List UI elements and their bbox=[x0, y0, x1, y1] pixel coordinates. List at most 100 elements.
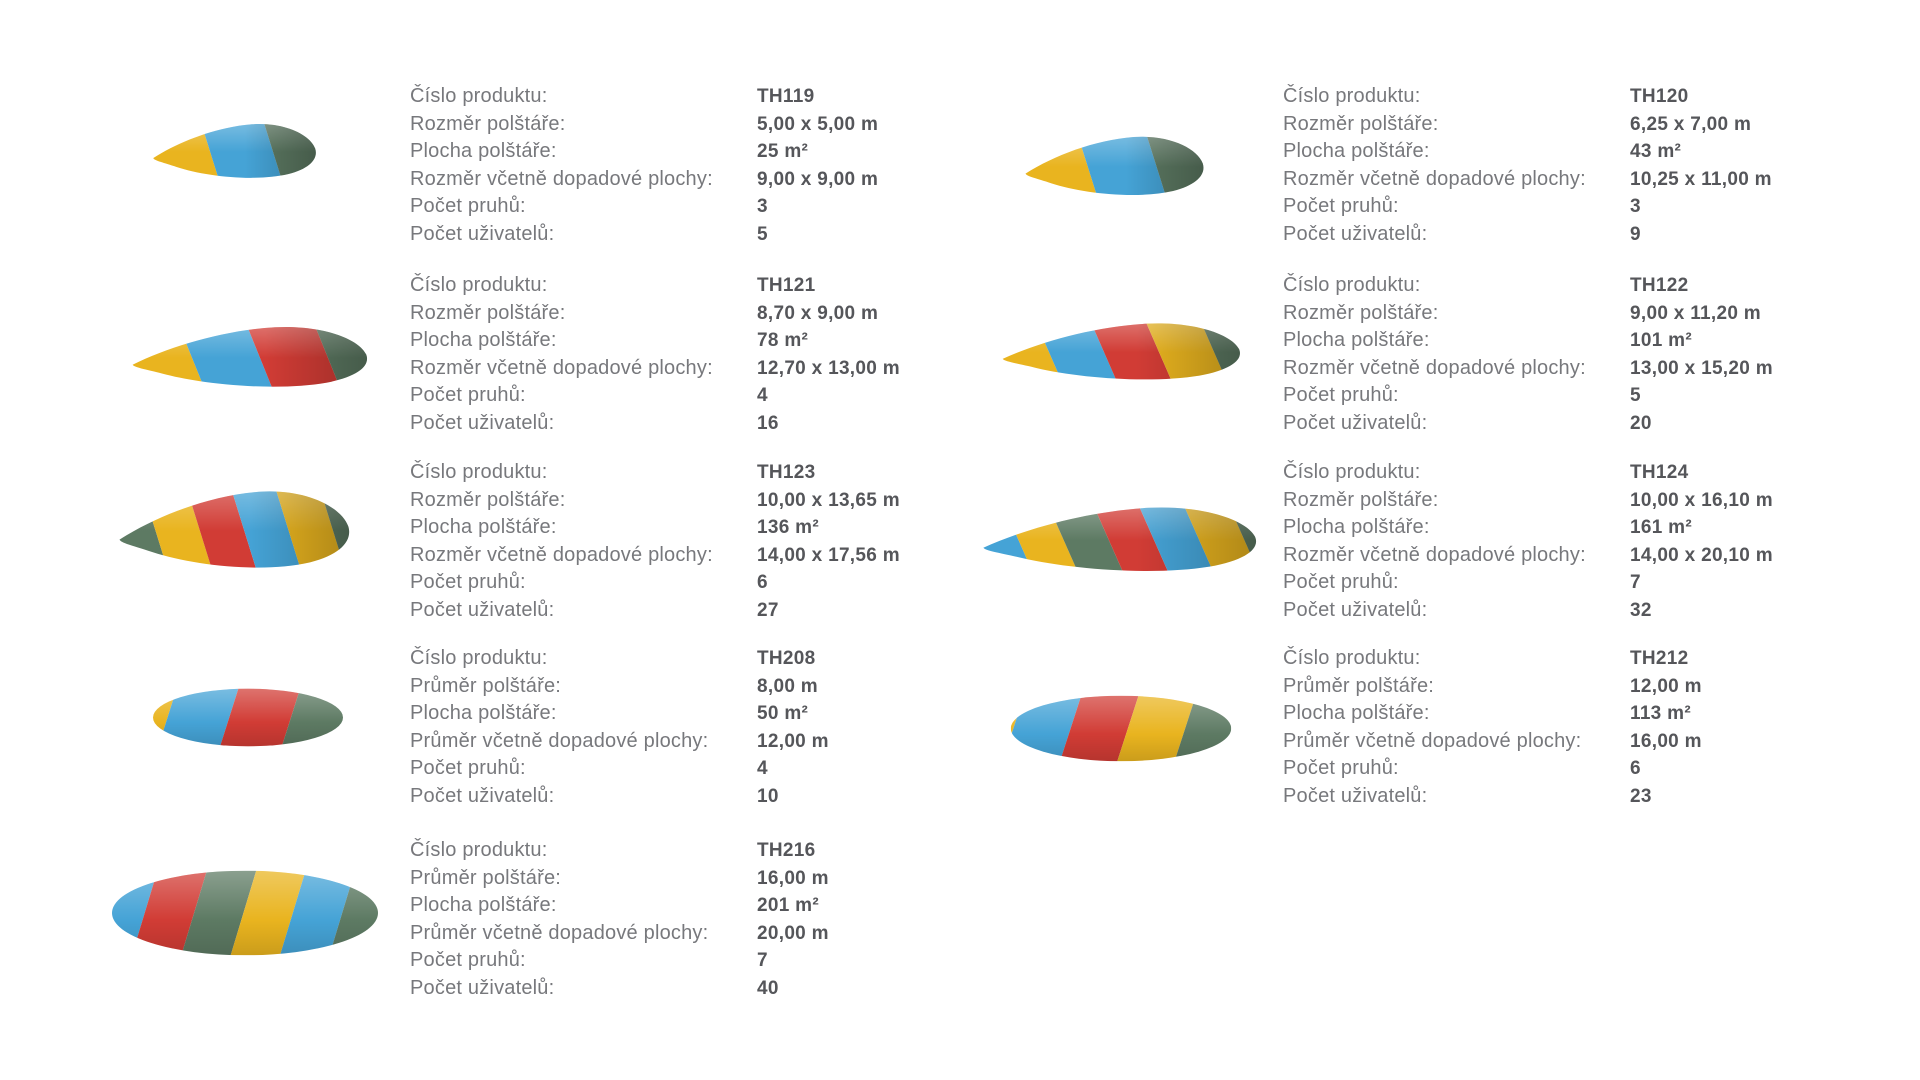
spec-value: 16,00 m bbox=[757, 867, 829, 889]
spec-table-th216: Číslo produktu: TH216 Průměr polštáře: 16,… bbox=[410, 837, 829, 1003]
spec-value: 5,00 x 5,00 m bbox=[757, 113, 879, 135]
spec-row: Číslo produktu: TH124 bbox=[1283, 459, 1773, 487]
spec-value: 32 bbox=[1630, 599, 1652, 621]
spec-value: 16 bbox=[757, 412, 779, 434]
spec-row: Počet pruhů: 7 bbox=[1283, 569, 1773, 597]
spec-row: Číslo produktu: TH208 bbox=[410, 645, 829, 673]
spec-label: Rozměr polštáře: bbox=[410, 488, 566, 511]
spec-value: TH119 bbox=[757, 86, 815, 107]
spec-value: 20 bbox=[1630, 412, 1652, 434]
spec-row: Číslo produktu: TH121 bbox=[410, 272, 900, 300]
spec-label: Rozměr včetně dopadové plochy: bbox=[1283, 543, 1586, 566]
spec-table-th208: Číslo produktu: TH208 Průměr polštáře: 8,0… bbox=[410, 645, 829, 811]
spec-label: Rozměr včetně dopadové plochy: bbox=[1283, 356, 1586, 379]
spec-label: Rozměr polštáře: bbox=[410, 301, 566, 324]
spec-label: Číslo produktu: bbox=[410, 274, 548, 296]
spec-row: Počet pruhů: 4 bbox=[410, 755, 829, 783]
spec-row: Rozměr polštáře: 9,00 x 11,20 m bbox=[1283, 300, 1773, 328]
spec-label: Počet pruhů: bbox=[410, 195, 526, 218]
spec-label: Číslo produktu: bbox=[1283, 274, 1421, 296]
spec-value: 10,25 x 11,00 m bbox=[1630, 168, 1772, 190]
spec-value: 14,00 x 17,56 m bbox=[757, 544, 900, 566]
spec-value: 16,00 m bbox=[1630, 730, 1702, 752]
spec-value: TH124 bbox=[1630, 462, 1689, 483]
spec-value: 3 bbox=[757, 196, 768, 218]
spec-row: Počet uživatelů: 23 bbox=[1283, 783, 1702, 811]
spec-row: Počet pruhů: 7 bbox=[410, 947, 829, 975]
spec-label: Plocha polštáře: bbox=[1283, 329, 1430, 352]
spec-row: Rozměr včetně dopadové plochy: 13,00 x 15… bbox=[1283, 355, 1773, 383]
spec-row: Průměr polštáře: 16,00 m bbox=[410, 865, 829, 893]
spec-row: Plocha polštáře: 25 m² bbox=[410, 138, 878, 166]
spec-label: Počet pruhů: bbox=[1283, 757, 1399, 780]
spec-value: 113 m² bbox=[1630, 703, 1691, 725]
spec-row: Plocha polštáře: 201 m² bbox=[410, 892, 829, 920]
pillow-illustration-th122 bbox=[998, 315, 1246, 390]
spec-label: Počet pruhů: bbox=[410, 757, 526, 780]
spec-value: TH122 bbox=[1630, 275, 1689, 296]
spec-row: Plocha polštáře: 113 m² bbox=[1283, 700, 1702, 728]
spec-row: Rozměr včetně dopadové plochy: 10,25 x 11… bbox=[1283, 166, 1772, 194]
spec-label: Plocha polštáře: bbox=[410, 329, 557, 352]
spec-label: Rozměr polštáře: bbox=[1283, 301, 1439, 324]
spec-label: Počet uživatelů: bbox=[410, 784, 555, 807]
spec-row: Rozměr včetně dopadové plochy: 9,00 x 9,0… bbox=[410, 166, 878, 194]
spec-row: Průměr včetně dopadové plochy: 20,00 m bbox=[410, 920, 829, 948]
spec-value: 43 m² bbox=[1630, 141, 1682, 163]
spec-label: Plocha polštáře: bbox=[410, 702, 557, 725]
spec-value: 201 m² bbox=[757, 895, 820, 917]
spec-value: 10,00 x 13,65 m bbox=[757, 489, 900, 511]
spec-value: 6 bbox=[757, 572, 768, 594]
spec-label: Průměr polštáře: bbox=[410, 674, 562, 697]
spec-value: 3 bbox=[1630, 196, 1641, 218]
spec-table-th212: Číslo produktu: TH212 Průměr polštáře: 12,… bbox=[1283, 645, 1702, 811]
spec-label: Rozměr včetně dopadové plochy: bbox=[410, 356, 713, 379]
spec-label: Počet uživatelů: bbox=[410, 598, 555, 621]
spec-label: Počet uživatelů: bbox=[410, 222, 555, 245]
spec-row: Počet pruhů: 4 bbox=[410, 382, 900, 410]
spec-row: Číslo produktu: TH216 bbox=[410, 837, 829, 865]
spec-value: 78 m² bbox=[757, 330, 809, 352]
spec-row: Rozměr polštáře: 10,00 x 13,65 m bbox=[410, 487, 900, 515]
pillow-illustration-th119 bbox=[150, 116, 320, 188]
spec-value: 12,00 m bbox=[1630, 675, 1702, 697]
spec-value: 4 bbox=[757, 385, 768, 407]
spec-label: Počet uživatelů: bbox=[1283, 598, 1428, 621]
spec-row: Číslo produktu: TH119 bbox=[410, 83, 878, 111]
spec-value: TH121 bbox=[757, 275, 816, 296]
spec-row: Počet uživatelů: 27 bbox=[410, 597, 900, 625]
spec-label: Počet uživatelů: bbox=[1283, 784, 1428, 807]
spec-row: Rozměr polštáře: 10,00 x 16,10 m bbox=[1283, 487, 1773, 515]
spec-value: 8,00 m bbox=[757, 675, 818, 697]
spec-label: Průměr polštáře: bbox=[410, 866, 562, 889]
spec-value: 5 bbox=[757, 223, 768, 245]
spec-row: Průměr včetně dopadové plochy: 16,00 m bbox=[1283, 728, 1702, 756]
spec-table-th121: Číslo produktu: TH121 Rozměr polštáře: 8,7… bbox=[410, 272, 900, 438]
spec-row: Průměr polštáře: 12,00 m bbox=[1283, 673, 1702, 701]
spec-row: Plocha polštáře: 50 m² bbox=[410, 700, 829, 728]
spec-value: 5 bbox=[1630, 385, 1641, 407]
spec-row: Počet pruhů: 3 bbox=[410, 193, 878, 221]
spec-value: 136 m² bbox=[757, 517, 820, 539]
spec-value: 7 bbox=[1630, 572, 1641, 594]
spec-value: 7 bbox=[757, 950, 768, 972]
spec-row: Počet pruhů: 6 bbox=[1283, 755, 1702, 783]
spec-row: Počet uživatelů: 20 bbox=[1283, 410, 1773, 438]
pillow-illustration-th120 bbox=[1022, 128, 1208, 206]
spec-value: TH120 bbox=[1630, 86, 1689, 107]
spec-row: Číslo produktu: TH123 bbox=[410, 459, 900, 487]
spec-row: Rozměr polštáře: 5,00 x 5,00 m bbox=[410, 111, 878, 139]
spec-row: Rozměr včetně dopadové plochy: 12,70 x 13… bbox=[410, 355, 900, 383]
spec-value: 10,00 x 16,10 m bbox=[1630, 489, 1773, 511]
spec-row: Počet pruhů: 3 bbox=[1283, 193, 1772, 221]
spec-label: Průměr polštáře: bbox=[1283, 674, 1435, 697]
spec-row: Plocha polštáře: 136 m² bbox=[410, 514, 900, 542]
spec-table-th122: Číslo produktu: TH122 Rozměr polštáře: 9,0… bbox=[1283, 272, 1773, 438]
spec-label: Rozměr polštáře: bbox=[1283, 488, 1439, 511]
spec-label: Plocha polštáře: bbox=[1283, 702, 1430, 725]
spec-value: 50 m² bbox=[757, 703, 809, 725]
spec-label: Plocha polštáře: bbox=[410, 894, 557, 917]
spec-value: 12,00 m bbox=[757, 730, 829, 752]
spec-value: TH216 bbox=[757, 840, 816, 861]
